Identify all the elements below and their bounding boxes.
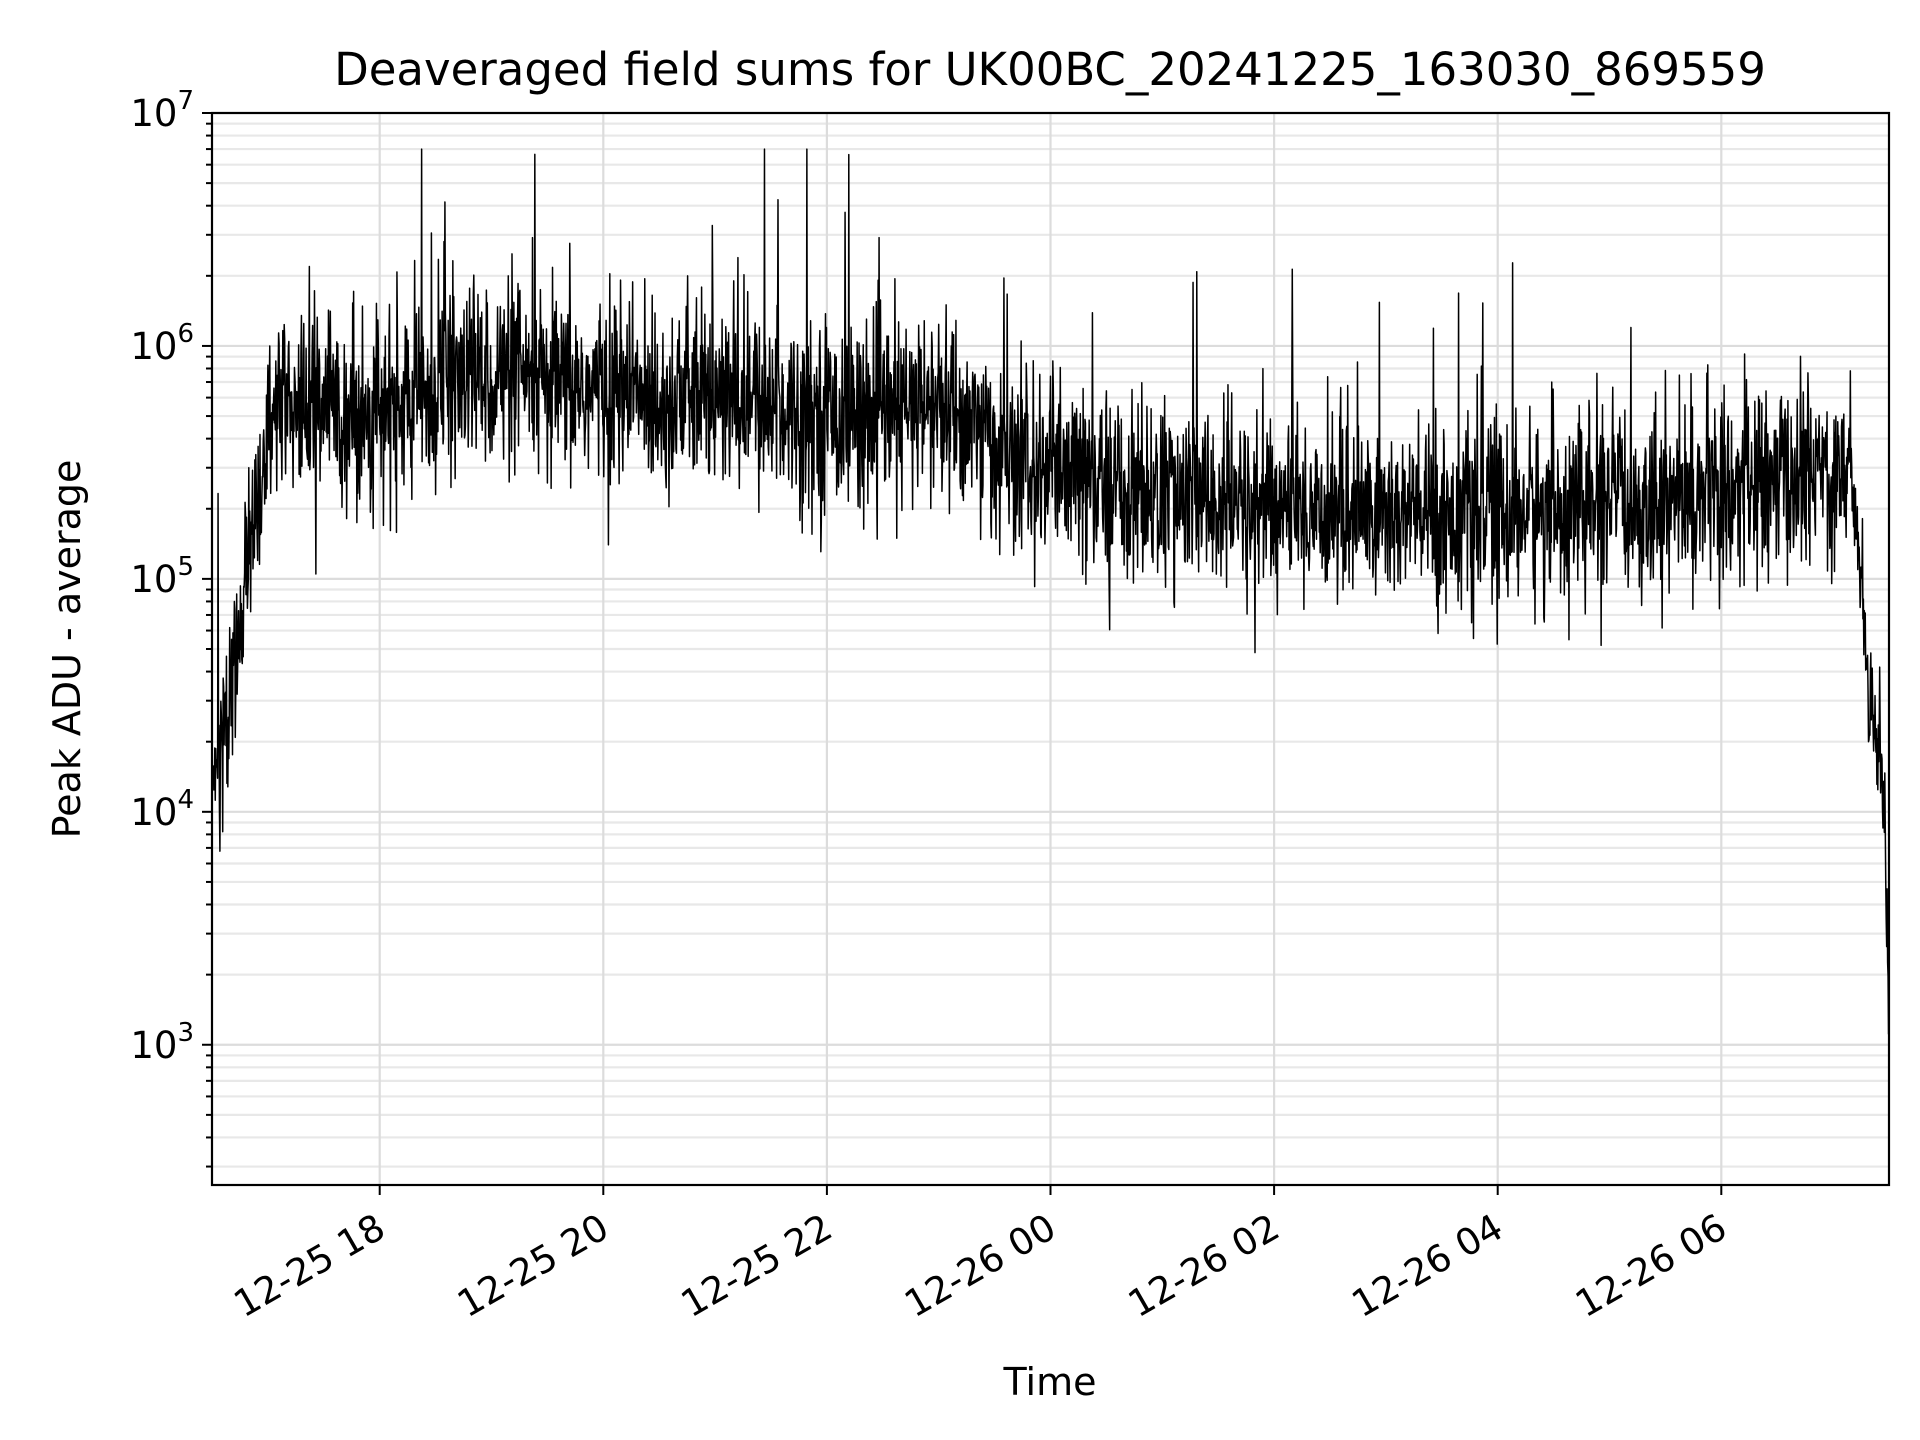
y-tick-label: 106: [130, 319, 194, 368]
y-tick-label: 103: [130, 1018, 194, 1067]
chart-title: Deaveraged field sums for UK00BC_2024122…: [334, 43, 1766, 96]
y-tick-label: 105: [130, 552, 194, 601]
y-axis-ticks: 103 104 105 106 107: [130, 86, 212, 1168]
x-axis-label: Time: [1003, 1360, 1097, 1404]
series-layer: [211, 148, 1890, 1035]
y-tick-label: 104: [130, 785, 194, 834]
series-line: [211, 148, 1890, 1035]
y-axis-label: Peak ADU - average: [45, 460, 89, 839]
y-tick-label: 107: [130, 86, 194, 135]
